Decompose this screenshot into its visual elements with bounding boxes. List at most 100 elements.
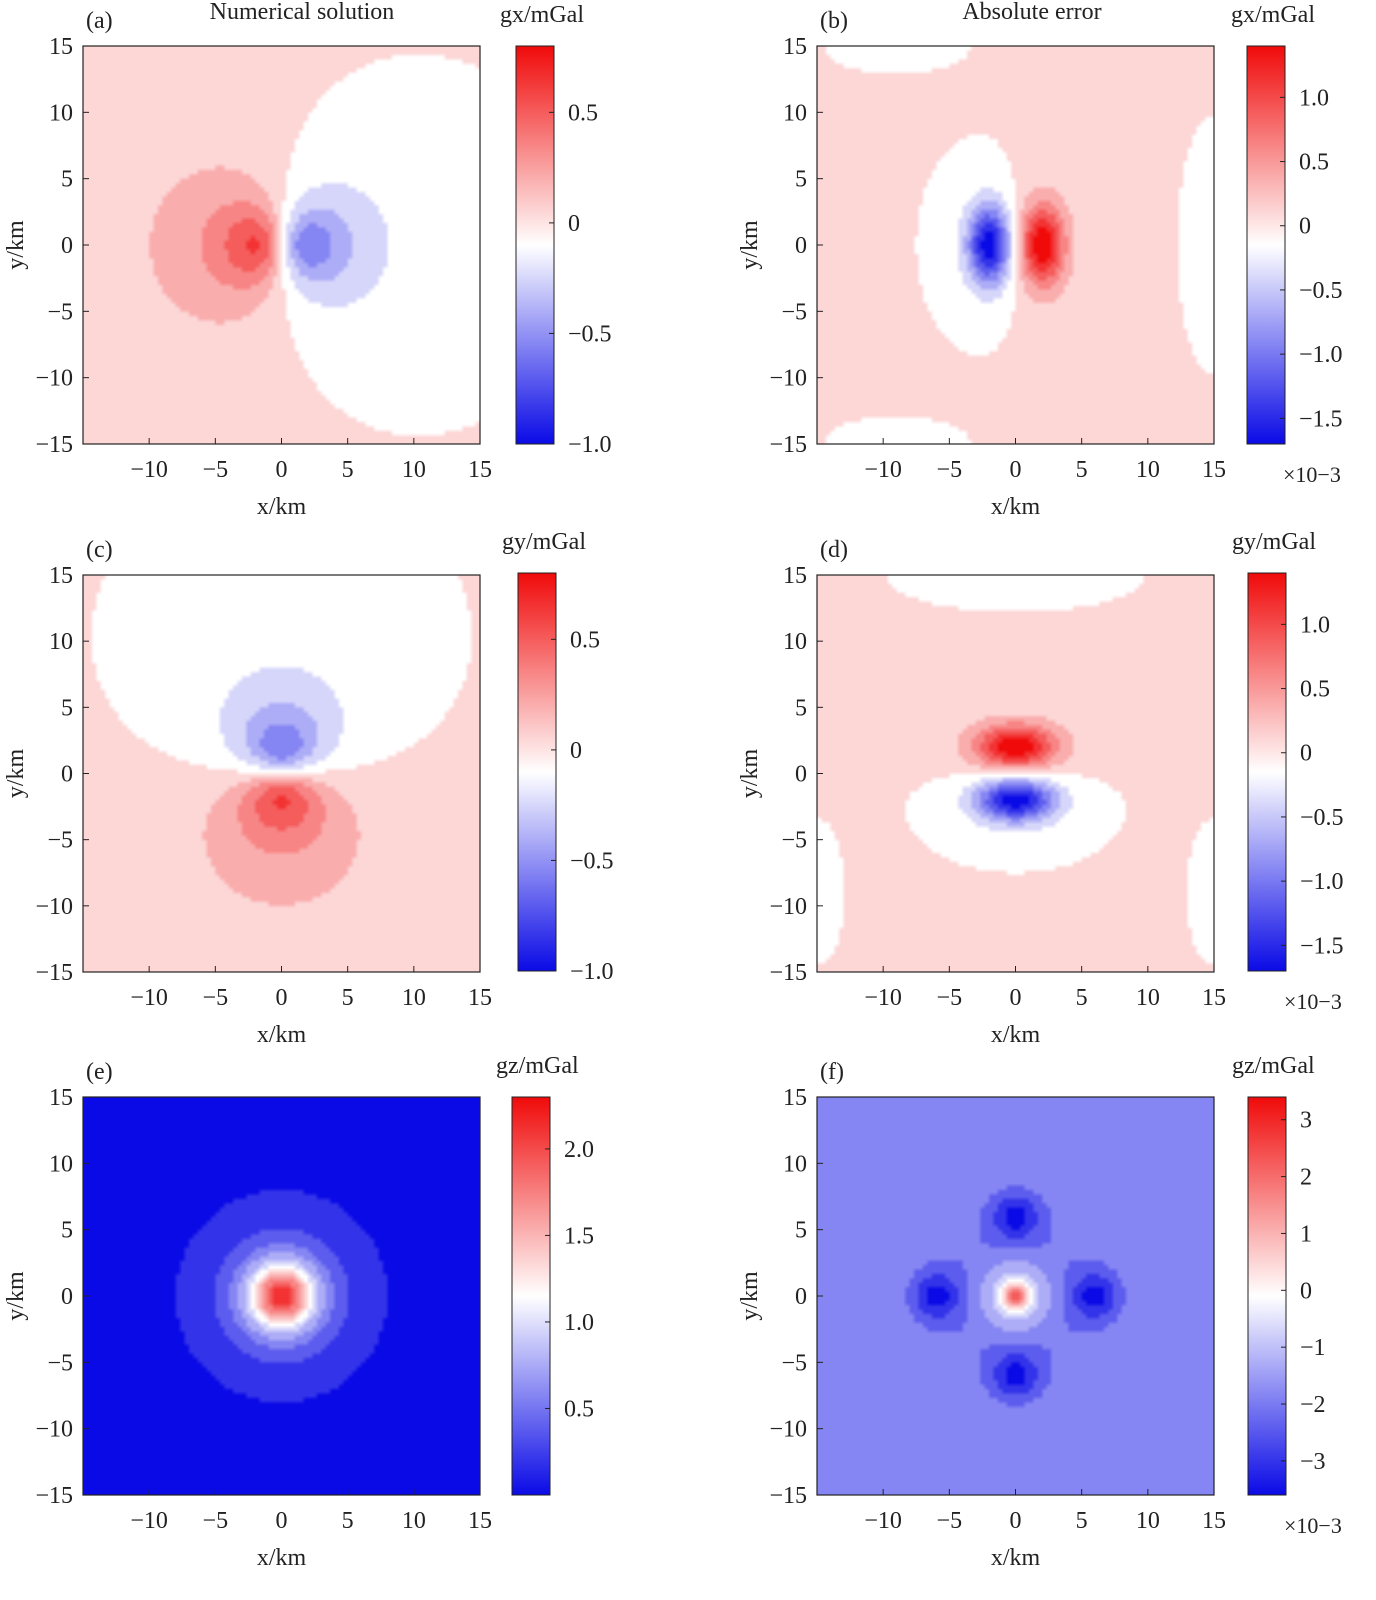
colorbar-label: gz/mGal: [1232, 1053, 1315, 1079]
x-tick-label: 0: [276, 985, 288, 1011]
colorbar-label: gy/mGal: [1232, 529, 1316, 555]
colorbar: [515, 45, 555, 445]
colorbar-multiplier: ×10−3: [1284, 989, 1342, 1014]
x-tick-label: 15: [468, 985, 492, 1011]
x-axis-label: x/km: [257, 494, 307, 520]
colorbar-multiplier: ×10−3: [1284, 1513, 1342, 1538]
y-axis-label: y/km: [737, 220, 763, 270]
panel-d: −10 −5 0 5 10 15 15 10 5 0 −5 −10 −15 x/km y/km (d) gy/m…: [737, 529, 1344, 1048]
y-tick-label: 5: [61, 1218, 73, 1244]
colorbar-tick-label: 1.5: [564, 1223, 594, 1249]
y-tick-label: −5: [781, 299, 807, 325]
colorbar: [511, 1096, 551, 1496]
y-tick-label: −5: [47, 299, 73, 325]
colorbar-label: gy/mGal: [502, 529, 586, 555]
y-tick-label: −15: [35, 432, 73, 458]
x-tick-label: 10: [1136, 1508, 1160, 1534]
colorbar-label: gx/mGal: [1231, 2, 1315, 28]
colorbar-tick-label: −2: [1300, 1392, 1326, 1418]
x-tick-label: 15: [1202, 1508, 1226, 1534]
colorbar-tick-label: 2.0: [564, 1137, 594, 1163]
y-tick-label: 10: [783, 100, 807, 126]
y-tick-label: −10: [35, 366, 73, 392]
colorbar-tick-label: −1.5: [1299, 406, 1343, 432]
colorbar: [1247, 1096, 1287, 1496]
x-tick-label: 10: [402, 985, 426, 1011]
colorbar: [517, 572, 557, 972]
colorbar-tick-label: 0.5: [568, 100, 598, 126]
y-tick-label: −5: [781, 828, 807, 854]
x-tick-label: −10: [130, 1508, 168, 1534]
x-tick-label: 0: [1010, 457, 1022, 483]
y-tick-label: 0: [61, 233, 73, 259]
colorbar-tick-label: 0.5: [570, 627, 600, 653]
y-tick-label: 0: [795, 762, 807, 788]
y-tick-label: 10: [783, 629, 807, 655]
x-axis-label: x/km: [991, 494, 1041, 520]
y-tick-label: 10: [783, 1151, 807, 1177]
x-tick-label: 15: [468, 457, 492, 483]
x-tick-label: −10: [130, 457, 168, 483]
y-axis-label: y/km: [3, 749, 29, 799]
x-axis-label: x/km: [991, 1022, 1041, 1048]
panel-label: (b): [820, 8, 848, 34]
colorbar-tick-label: −1.5: [1300, 933, 1344, 959]
y-tick-label: 5: [795, 695, 807, 721]
colorbar-tick-label: 3: [1300, 1108, 1312, 1134]
x-tick-label: 15: [468, 1508, 492, 1534]
x-axis-label: x/km: [991, 1545, 1041, 1571]
field-map: [817, 1097, 1214, 1495]
x-tick-label: −10: [864, 985, 902, 1011]
y-tick-label: 10: [49, 100, 73, 126]
y-tick-label: 0: [795, 1284, 807, 1310]
colorbar-tick-label: 0.5: [564, 1396, 594, 1422]
y-tick-label: 0: [61, 1284, 73, 1310]
panel-c: −10 −5 0 5 10 15 15 10 5 0 −5 −10 −15 x/km y/km (c) gy/m…: [3, 529, 614, 1048]
x-axis-label: x/km: [257, 1545, 307, 1571]
x-tick-label: 10: [1136, 457, 1160, 483]
y-tick-label: −5: [47, 828, 73, 854]
panel-label: (a): [86, 8, 113, 34]
panel-b: −10 −5 0 5 10 15 15 10 5 0 −5 −10 −15 x/km y/km (b) gx/m…: [737, 2, 1343, 520]
y-tick-label: 10: [49, 1151, 73, 1177]
colorbar-tick-label: −0.5: [568, 321, 612, 347]
colorbar-tick-label: 0.5: [1300, 677, 1330, 703]
x-tick-label: 5: [1076, 985, 1088, 1011]
x-tick-label: 10: [1136, 985, 1160, 1011]
colorbar-tick-label: 0: [1299, 214, 1311, 240]
x-axis-label: x/km: [257, 1022, 307, 1048]
y-tick-label: 15: [49, 1085, 73, 1111]
colorbar-tick-label: 1: [1300, 1221, 1312, 1247]
colorbar: [1246, 45, 1286, 445]
x-tick-label: 0: [276, 457, 288, 483]
y-tick-label: −15: [769, 1483, 807, 1509]
y-tick-label: 5: [61, 695, 73, 721]
colorbar-tick-label: 0: [1300, 741, 1312, 767]
field-map: [83, 1097, 480, 1495]
x-tick-label: 0: [276, 1508, 288, 1534]
x-tick-label: −10: [864, 1508, 902, 1534]
panel-e: −10 −5 0 5 10 15 15 10 5 0 −5 −10 −15 x/km y/km (e) gz/m…: [3, 1053, 594, 1571]
x-tick-label: −5: [203, 457, 229, 483]
x-tick-label: 0: [1010, 1508, 1022, 1534]
panel-label: (c): [86, 537, 113, 563]
y-tick-label: −5: [47, 1350, 73, 1376]
panel-label: (e): [86, 1059, 113, 1085]
x-tick-label: 5: [342, 1508, 354, 1534]
field-map: [83, 575, 480, 972]
x-tick-label: 0: [1010, 985, 1022, 1011]
colorbar-tick-label: 1.0: [564, 1310, 594, 1336]
field-map: [817, 46, 1214, 444]
x-tick-label: 5: [342, 457, 354, 483]
y-tick-label: 15: [783, 563, 807, 589]
colorbar-tick-label: 2: [1300, 1165, 1312, 1191]
colorbar-tick-label: 1.0: [1300, 612, 1330, 638]
x-tick-label: 15: [1202, 457, 1226, 483]
y-tick-label: −15: [35, 1483, 73, 1509]
colorbar-tick-label: 0.5: [1299, 150, 1329, 176]
x-tick-label: −5: [937, 1508, 963, 1534]
x-tick-label: 5: [1076, 457, 1088, 483]
y-tick-label: −15: [769, 432, 807, 458]
panel-a: −10 −5 0 5 10 15 15 10 5 0 −5 −10 −15 x/km y/km (a) gx/m…: [3, 2, 612, 520]
